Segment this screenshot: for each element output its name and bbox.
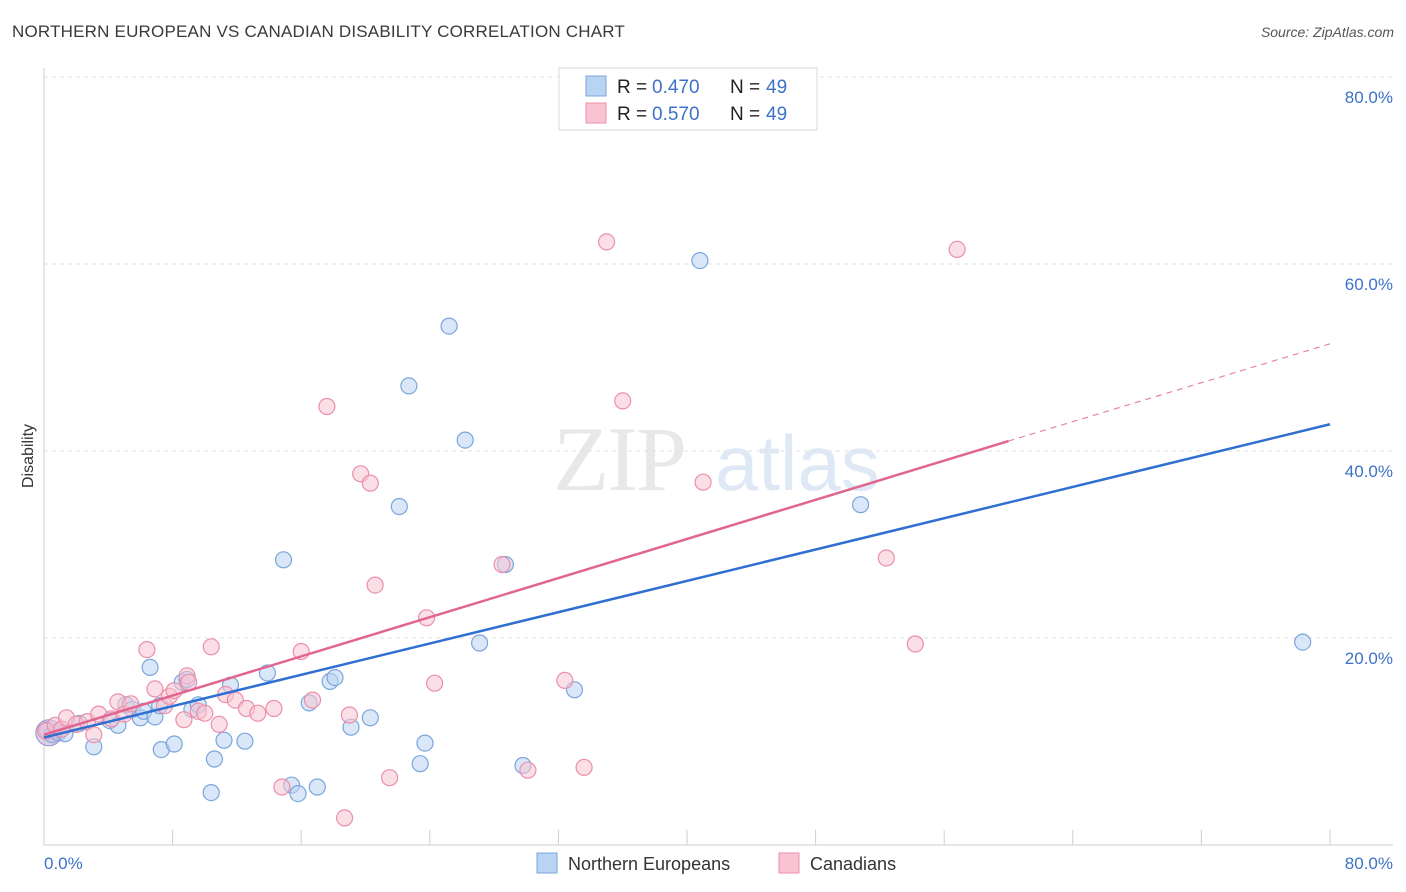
northern-europeans-point-35 — [361, 709, 379, 727]
trend-line-canadians — [43, 439, 1009, 736]
canadians-point-6 — [85, 726, 103, 744]
x-tick-marks — [172, 830, 1331, 845]
legend-n-value-2: 49 — [766, 104, 787, 125]
correlation-legend: R = 0.470 N = 49 R = 0.570 N = 49 — [558, 67, 818, 131]
canadians-point-22 — [202, 638, 220, 656]
canadians-point-29 — [273, 778, 291, 796]
canadians-point-45 — [597, 233, 616, 251]
y-tick-label-20: 20.0% — [1345, 649, 1393, 668]
canadians-point-46 — [614, 392, 632, 410]
x-tick-label-min: 0.0% — [44, 854, 83, 873]
bottom-legend-swatch-pink — [778, 852, 800, 874]
trend-line-northern-europeans — [43, 423, 1331, 739]
watermark-atlas: atlas — [715, 419, 880, 507]
canadians-point-40 — [426, 674, 444, 692]
northern-europeans-point-40 — [440, 317, 458, 335]
canadians-point-36 — [361, 474, 379, 492]
northern-europeans-point-29 — [289, 784, 307, 803]
canadians-point-49 — [906, 635, 924, 653]
y-tick-label-40: 40.0% — [1345, 462, 1393, 481]
northern-europeans-point-37 — [400, 377, 418, 395]
northern-europeans-point-39 — [416, 734, 434, 752]
canadians-point-27 — [249, 704, 267, 722]
y-tick-labels: 20.0% 40.0% 60.0% 80.0% — [1345, 88, 1393, 668]
x-tick-label-max: 80.0% — [1345, 854, 1393, 873]
legend-r-label-2: R = — [617, 104, 647, 125]
northern-europeans-point-31 — [308, 778, 326, 796]
canadians-point-32 — [318, 397, 336, 416]
northern-europeans-point-41 — [456, 431, 474, 449]
canadians-point-34 — [340, 706, 358, 724]
y-tick-label-60: 60.0% — [1345, 275, 1393, 294]
legend-n-label-2: N = — [730, 104, 760, 125]
series-northern-europeans-points — [35, 252, 1312, 803]
canadians-point-48 — [877, 549, 895, 567]
northern-europeans-point-36 — [390, 497, 408, 516]
canadians-point-33 — [336, 809, 354, 827]
canadians-point-23 — [210, 715, 228, 734]
y-tick-label-80: 80.0% — [1345, 88, 1393, 107]
legend-n-label-1: N = — [730, 77, 760, 98]
canadians-point-43 — [556, 671, 574, 690]
series-canadians-points — [36, 233, 966, 827]
trend-lines — [43, 343, 1331, 739]
northern-europeans-point-33 — [326, 668, 344, 687]
canadians-point-44 — [575, 758, 593, 777]
canadians-point-41 — [493, 555, 511, 574]
axes — [43, 68, 1393, 846]
canadians-point-31 — [303, 691, 322, 709]
northern-europeans-point-16 — [165, 735, 183, 753]
canadians-point-50 — [948, 240, 966, 258]
legend-swatch-blue — [585, 75, 607, 97]
series-legend: Northern Europeans Canadians — [536, 852, 896, 874]
bottom-legend-label-northern-europeans: Northern Europeans — [568, 854, 730, 874]
northern-europeans-point-42 — [471, 634, 489, 652]
watermark-zip: ZIP — [553, 408, 685, 510]
legend-n-value-1: 49 — [766, 77, 787, 98]
canadians-point-13 — [146, 680, 164, 698]
source-label: Source: ZipAtlas.com — [1260, 24, 1394, 40]
northern-europeans-point-22 — [205, 750, 223, 768]
canadians-point-47 — [694, 473, 712, 491]
northern-europeans-point-48 — [1294, 633, 1312, 651]
northern-europeans-point-23 — [215, 731, 233, 749]
legend-r-value-2: 0.570 — [652, 104, 700, 125]
canadians-point-42 — [519, 761, 537, 779]
canadians-point-28 — [265, 699, 283, 718]
bottom-legend-label-canadians: Canadians — [810, 854, 896, 874]
northern-europeans-point-27 — [274, 551, 293, 569]
canadians-point-12 — [138, 640, 156, 659]
legend-r-value-1: 0.470 — [652, 77, 700, 98]
chart-title: NORTHERN EUROPEAN VS CANADIAN DISABILITY… — [12, 22, 626, 41]
canadians-point-37 — [366, 576, 384, 594]
grid-lines — [44, 76, 1393, 639]
bottom-legend-swatch-blue — [536, 852, 558, 874]
northern-europeans-point-21 — [202, 783, 220, 802]
legend-r-label-1: R = — [617, 77, 647, 98]
y-axis-label: Disability — [20, 424, 37, 488]
northern-europeans-point-38 — [411, 755, 429, 773]
trend-line-canadians-extension — [1008, 343, 1331, 442]
canadians-point-38 — [381, 769, 399, 787]
northern-europeans-point-25 — [236, 732, 254, 750]
canadians-point-21 — [196, 704, 214, 722]
canadians-point-17 — [175, 711, 193, 729]
legend-swatch-pink — [585, 102, 607, 124]
northern-europeans-point-46 — [691, 252, 709, 270]
northern-europeans-point-12 — [141, 658, 159, 677]
northern-europeans-point-47 — [851, 496, 870, 514]
